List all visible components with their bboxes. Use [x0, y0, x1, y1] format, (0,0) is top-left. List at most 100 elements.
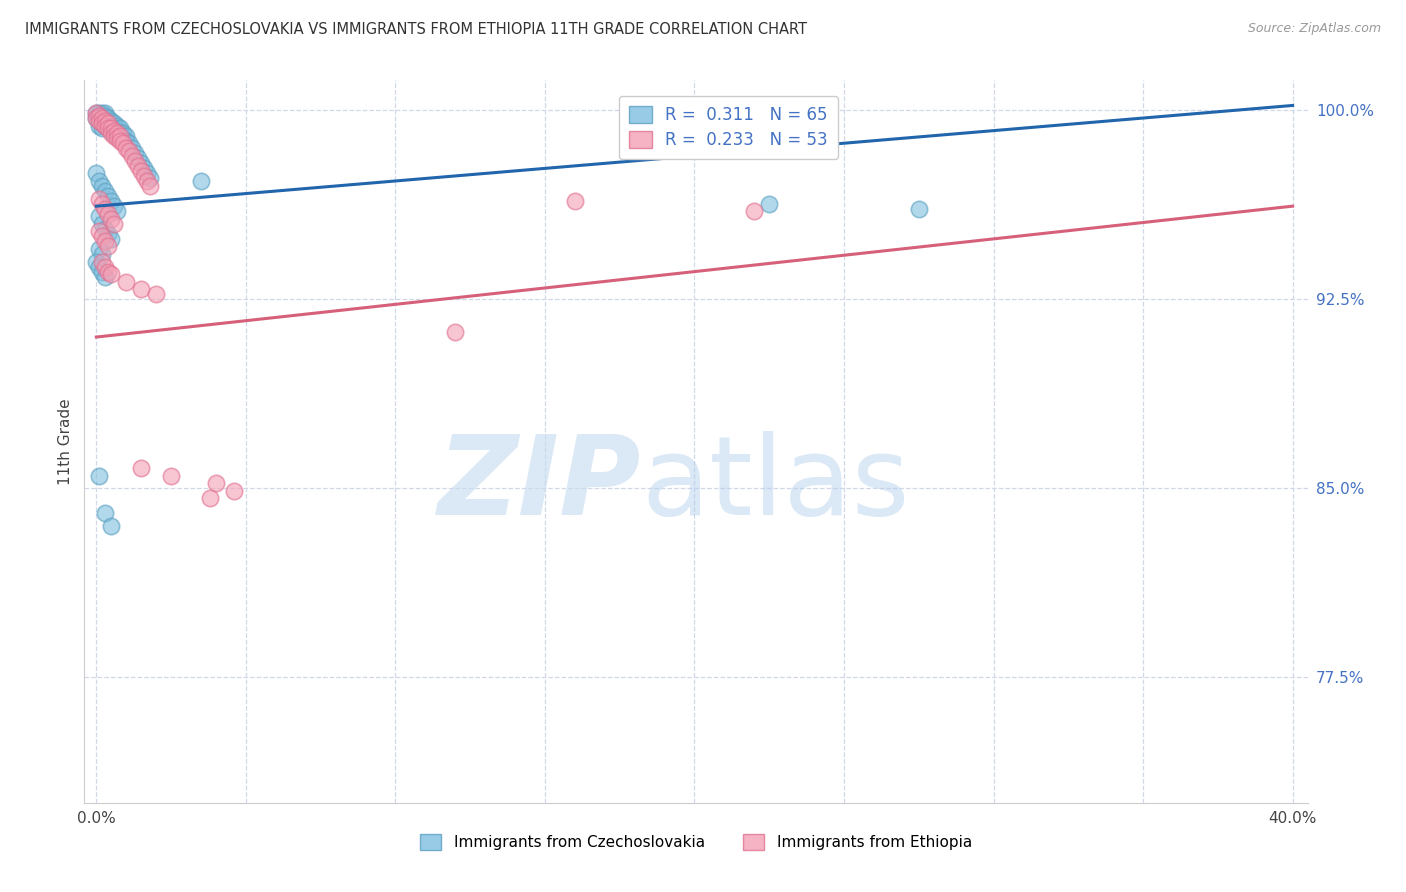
Point — [105, 126, 128, 140]
Point — [86, 254, 108, 268]
Point — [91, 179, 114, 194]
Point — [127, 151, 149, 165]
Point — [97, 111, 120, 125]
Point — [136, 166, 159, 180]
Point — [94, 106, 117, 120]
Point — [94, 119, 117, 133]
Point — [129, 164, 152, 178]
Point — [124, 146, 146, 161]
Text: Source: ZipAtlas.com: Source: ZipAtlas.com — [1247, 22, 1381, 36]
Point — [100, 211, 122, 226]
Point — [115, 134, 138, 148]
Point — [86, 106, 108, 120]
Point — [103, 217, 125, 231]
Point — [100, 519, 122, 533]
Point — [94, 506, 117, 520]
Point — [110, 128, 132, 143]
Point — [97, 264, 120, 278]
Point — [115, 141, 138, 155]
Point — [112, 131, 135, 145]
Point — [103, 121, 125, 136]
Point — [86, 166, 108, 180]
Text: ZIP: ZIP — [437, 432, 641, 539]
Point — [103, 199, 125, 213]
Point — [112, 136, 135, 151]
Point — [115, 128, 138, 143]
Point — [89, 119, 111, 133]
Text: atlas: atlas — [641, 432, 910, 539]
Point — [91, 116, 114, 130]
Point — [94, 113, 117, 128]
Point — [94, 235, 117, 249]
Point — [100, 194, 122, 208]
Point — [89, 174, 111, 188]
Point — [91, 247, 114, 261]
Point — [100, 119, 122, 133]
Point — [198, 491, 221, 506]
Point — [97, 116, 120, 130]
Point — [118, 136, 141, 151]
Point — [205, 476, 228, 491]
Point — [89, 224, 111, 238]
Point — [118, 144, 141, 158]
Point — [444, 325, 467, 339]
Point — [190, 174, 212, 188]
Point — [94, 184, 117, 198]
Point — [91, 196, 114, 211]
Point — [127, 159, 149, 173]
Point — [110, 134, 132, 148]
Point — [110, 126, 132, 140]
Point — [94, 113, 117, 128]
Point — [94, 109, 117, 123]
Point — [134, 169, 156, 183]
Point — [103, 126, 125, 140]
Point — [91, 264, 114, 278]
Point — [86, 111, 108, 125]
Legend: Immigrants from Czechoslovakia, Immigrants from Ethiopia: Immigrants from Czechoslovakia, Immigran… — [413, 829, 979, 856]
Point — [105, 131, 128, 145]
Point — [86, 106, 108, 120]
Point — [134, 161, 156, 176]
Point — [97, 116, 120, 130]
Point — [121, 141, 143, 155]
Point — [105, 204, 128, 219]
Point — [100, 123, 122, 137]
Point — [100, 113, 122, 128]
Point — [89, 468, 111, 483]
Point — [105, 119, 128, 133]
Point — [145, 287, 167, 301]
Point — [115, 275, 138, 289]
Point — [89, 113, 111, 128]
Point — [91, 217, 114, 231]
Point — [103, 116, 125, 130]
Point — [97, 121, 120, 136]
Point — [89, 113, 111, 128]
Point — [86, 111, 108, 125]
Point — [94, 260, 117, 274]
Point — [136, 174, 159, 188]
Point — [97, 239, 120, 253]
Point — [139, 171, 162, 186]
Point — [97, 227, 120, 241]
Point — [97, 207, 120, 221]
Point — [91, 111, 114, 125]
Point — [91, 254, 114, 268]
Point — [94, 222, 117, 236]
Point — [129, 461, 152, 475]
Point — [139, 179, 162, 194]
Point — [89, 109, 111, 123]
Point — [105, 128, 128, 143]
Point — [91, 106, 114, 120]
Point — [222, 483, 245, 498]
Point — [103, 123, 125, 137]
Point — [91, 121, 114, 136]
Point — [94, 119, 117, 133]
Point — [105, 123, 128, 137]
Point — [100, 126, 122, 140]
Point — [94, 269, 117, 284]
Point — [89, 109, 111, 123]
Point — [89, 106, 111, 120]
Point — [758, 196, 780, 211]
Point — [89, 192, 111, 206]
Point — [94, 202, 117, 216]
